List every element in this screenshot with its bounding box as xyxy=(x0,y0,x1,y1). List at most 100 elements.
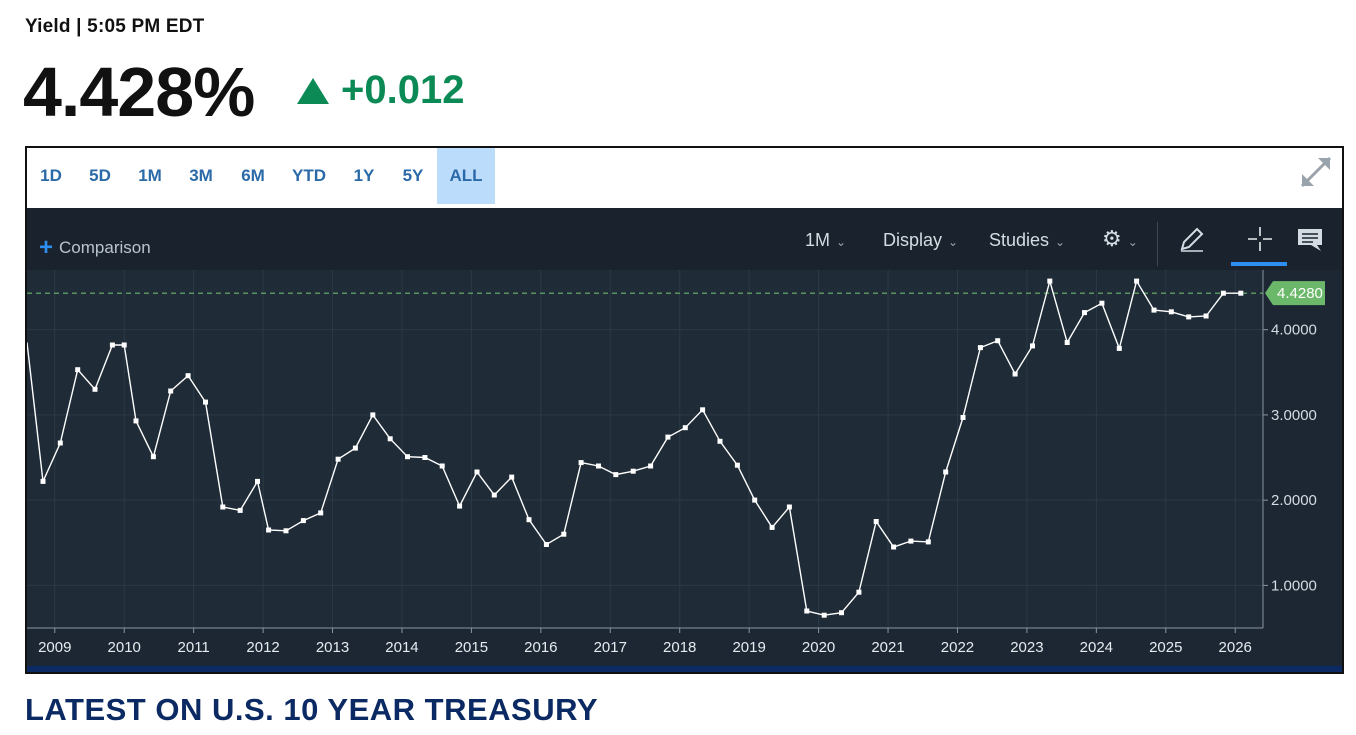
data-point xyxy=(168,388,174,394)
data-point xyxy=(752,497,758,503)
chart-panel: + Comparison 1M ⌄ Display ⌄ Studies ⌄ ⚙ ⌄ xyxy=(27,208,1342,672)
range-5d-button[interactable]: 5D xyxy=(89,166,111,185)
studies-label: Studies xyxy=(989,230,1050,250)
data-point xyxy=(856,589,862,595)
x-tick-label: 2023 xyxy=(1010,639,1043,656)
data-point xyxy=(335,456,341,462)
data-point xyxy=(1012,371,1018,377)
plus-icon: + xyxy=(39,234,54,261)
data-point xyxy=(1168,309,1174,315)
comparison-button[interactable]: + Comparison xyxy=(39,234,151,262)
comment-icon[interactable] xyxy=(1295,224,1325,254)
crosshair-icon[interactable] xyxy=(1245,224,1275,254)
range-1d-button[interactable]: 1D xyxy=(40,166,62,185)
data-point xyxy=(995,338,1001,344)
data-point xyxy=(1082,310,1087,316)
data-point xyxy=(578,460,584,466)
chart-footer-bar xyxy=(27,666,1342,672)
data-point xyxy=(1220,290,1226,296)
data-point xyxy=(422,455,428,460)
interval-label: 1M xyxy=(805,230,831,250)
data-point xyxy=(405,454,410,460)
range-ytd-button[interactable]: YTD xyxy=(292,166,326,185)
pencil-icon[interactable] xyxy=(1177,224,1207,254)
chart-widget: 1D 5D 1M 3M 6M YTD 1Y 5Y ALL + Comparison… xyxy=(25,146,1344,674)
data-point xyxy=(318,510,324,516)
data-point xyxy=(40,478,46,484)
range-6m-button[interactable]: 6M xyxy=(241,166,265,185)
data-point xyxy=(474,469,480,475)
crosshair-active-indicator xyxy=(1231,262,1287,266)
x-tick-label: 2012 xyxy=(246,639,279,656)
studies-dropdown[interactable]: Studies ⌄ xyxy=(989,230,1065,251)
price-change: +0.012 xyxy=(297,68,464,113)
data-point xyxy=(1030,343,1035,349)
data-point xyxy=(821,612,827,618)
y-tick-label: 2.0000 xyxy=(1271,492,1317,509)
data-point xyxy=(57,440,63,446)
x-tick-label: 2010 xyxy=(108,639,141,656)
data-point xyxy=(370,412,376,418)
x-tick-label: 2020 xyxy=(802,639,835,656)
data-point xyxy=(891,544,897,550)
data-point xyxy=(439,463,445,469)
data-point xyxy=(613,472,619,478)
data-point xyxy=(109,342,115,348)
data-point xyxy=(92,386,98,392)
display-dropdown[interactable]: Display ⌄ xyxy=(883,230,958,251)
data-point xyxy=(457,503,463,509)
y-tick-label: 1.0000 xyxy=(1271,577,1317,594)
x-tick-label: 2016 xyxy=(524,639,557,656)
data-point xyxy=(266,527,272,533)
yield-price: 4.428% xyxy=(23,53,255,131)
x-tick-label: 2024 xyxy=(1080,639,1113,656)
data-point xyxy=(121,342,127,348)
data-point xyxy=(352,445,358,451)
series-line xyxy=(27,278,1241,616)
data-point xyxy=(1047,278,1053,284)
range-3m-button[interactable]: 3M xyxy=(189,166,213,185)
data-point xyxy=(977,345,983,351)
data-point xyxy=(1099,300,1105,306)
data-point xyxy=(873,519,879,524)
data-point xyxy=(1186,314,1192,320)
expand-icon[interactable] xyxy=(1298,154,1334,190)
range-all-button[interactable]: ALL xyxy=(437,148,495,204)
yield-line-chart[interactable]: 1.0000 2.0000 3.0000 4.0000 2009 2010 2011 2012… xyxy=(27,270,1342,672)
yield-timestamp-label: Yield | 5:05 PM EDT xyxy=(25,16,205,37)
x-tick-label: 2013 xyxy=(316,639,349,656)
data-point xyxy=(75,367,81,373)
data-point xyxy=(665,434,671,440)
data-point xyxy=(185,373,191,379)
data-point xyxy=(734,462,740,468)
toolbar-divider xyxy=(1157,222,1158,266)
data-point xyxy=(203,399,208,405)
data-point xyxy=(682,425,688,431)
last-value-label: 4.4280 xyxy=(1277,285,1323,302)
range-1y-button[interactable]: 1Y xyxy=(353,166,375,185)
data-point xyxy=(1134,278,1140,284)
x-tick-label: 2026 xyxy=(1219,639,1252,656)
data-point xyxy=(561,531,567,537)
range-1m-button[interactable]: 1M xyxy=(138,166,162,185)
data-point xyxy=(769,524,775,530)
gear-icon: ⚙ xyxy=(1102,226,1122,251)
data-point xyxy=(925,539,931,545)
data-point xyxy=(237,507,243,513)
data-point xyxy=(300,518,306,524)
data-point xyxy=(133,418,139,424)
chart-toolbar: + Comparison 1M ⌄ Display ⌄ Studies ⌄ ⚙ ⌄ xyxy=(27,208,1342,270)
settings-dropdown[interactable]: ⚙ ⌄ xyxy=(1102,226,1138,252)
interval-dropdown[interactable]: 1M ⌄ xyxy=(805,230,846,251)
data-point xyxy=(648,463,654,469)
data-point xyxy=(1151,307,1157,313)
comparison-label: Comparison xyxy=(59,238,151,257)
data-point xyxy=(1064,340,1070,345)
x-tick-label: 2011 xyxy=(178,639,210,656)
range-5y-button[interactable]: 5Y xyxy=(402,166,424,185)
change-value: +0.012 xyxy=(341,68,465,112)
data-point xyxy=(839,610,844,616)
data-point xyxy=(700,407,706,413)
x-tick-label: 2009 xyxy=(38,639,71,656)
data-point xyxy=(960,415,966,420)
